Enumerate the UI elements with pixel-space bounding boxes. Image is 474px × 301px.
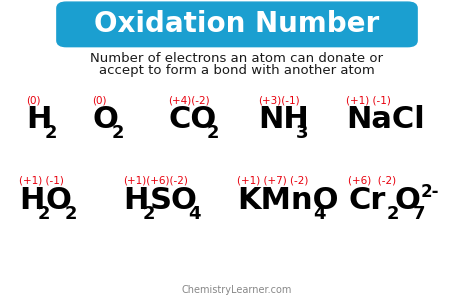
Text: 2: 2 xyxy=(64,205,77,223)
Text: 2: 2 xyxy=(206,124,219,142)
Text: 2-: 2- xyxy=(421,182,439,200)
Text: (+3)(-1): (+3)(-1) xyxy=(258,96,300,106)
Text: (+1)(+6)(-2): (+1)(+6)(-2) xyxy=(123,175,188,186)
Text: Number of electrons an atom can donate or: Number of electrons an atom can donate o… xyxy=(91,51,383,65)
Text: (+6)  (-2): (+6) (-2) xyxy=(348,175,397,186)
Text: H: H xyxy=(123,186,149,215)
Text: H: H xyxy=(26,105,52,134)
Text: 4: 4 xyxy=(313,205,325,223)
Text: (+1) (-1): (+1) (-1) xyxy=(346,96,391,106)
Text: NH: NH xyxy=(258,105,309,134)
Text: Cr: Cr xyxy=(348,186,386,215)
Text: 2: 2 xyxy=(45,124,57,142)
Text: (+1) (+7) (-2): (+1) (+7) (-2) xyxy=(237,175,309,186)
Text: O: O xyxy=(394,186,420,215)
Text: 7: 7 xyxy=(413,205,426,223)
Text: (0): (0) xyxy=(26,96,41,106)
Text: 2: 2 xyxy=(386,205,399,223)
FancyBboxPatch shape xyxy=(57,2,417,47)
Text: NaCl: NaCl xyxy=(346,105,425,134)
Text: 3: 3 xyxy=(296,124,309,142)
Text: (+4)(-2): (+4)(-2) xyxy=(168,96,210,106)
Text: KMnO: KMnO xyxy=(237,186,338,215)
Text: O: O xyxy=(92,105,118,134)
Text: ChemistryLearner.com: ChemistryLearner.com xyxy=(182,284,292,295)
Text: 2: 2 xyxy=(111,124,124,142)
Text: (0): (0) xyxy=(92,96,107,106)
Text: 4: 4 xyxy=(188,205,201,223)
Text: H: H xyxy=(19,186,45,215)
Text: 2: 2 xyxy=(38,205,50,223)
Text: Oxidation Number: Oxidation Number xyxy=(94,10,380,39)
Text: O: O xyxy=(46,186,72,215)
Text: (+1) (-1): (+1) (-1) xyxy=(19,175,64,186)
Text: CO: CO xyxy=(168,105,217,134)
Text: 2: 2 xyxy=(142,205,155,223)
Text: accept to form a bond with another atom: accept to form a bond with another atom xyxy=(99,64,375,77)
Text: SO: SO xyxy=(150,186,198,215)
